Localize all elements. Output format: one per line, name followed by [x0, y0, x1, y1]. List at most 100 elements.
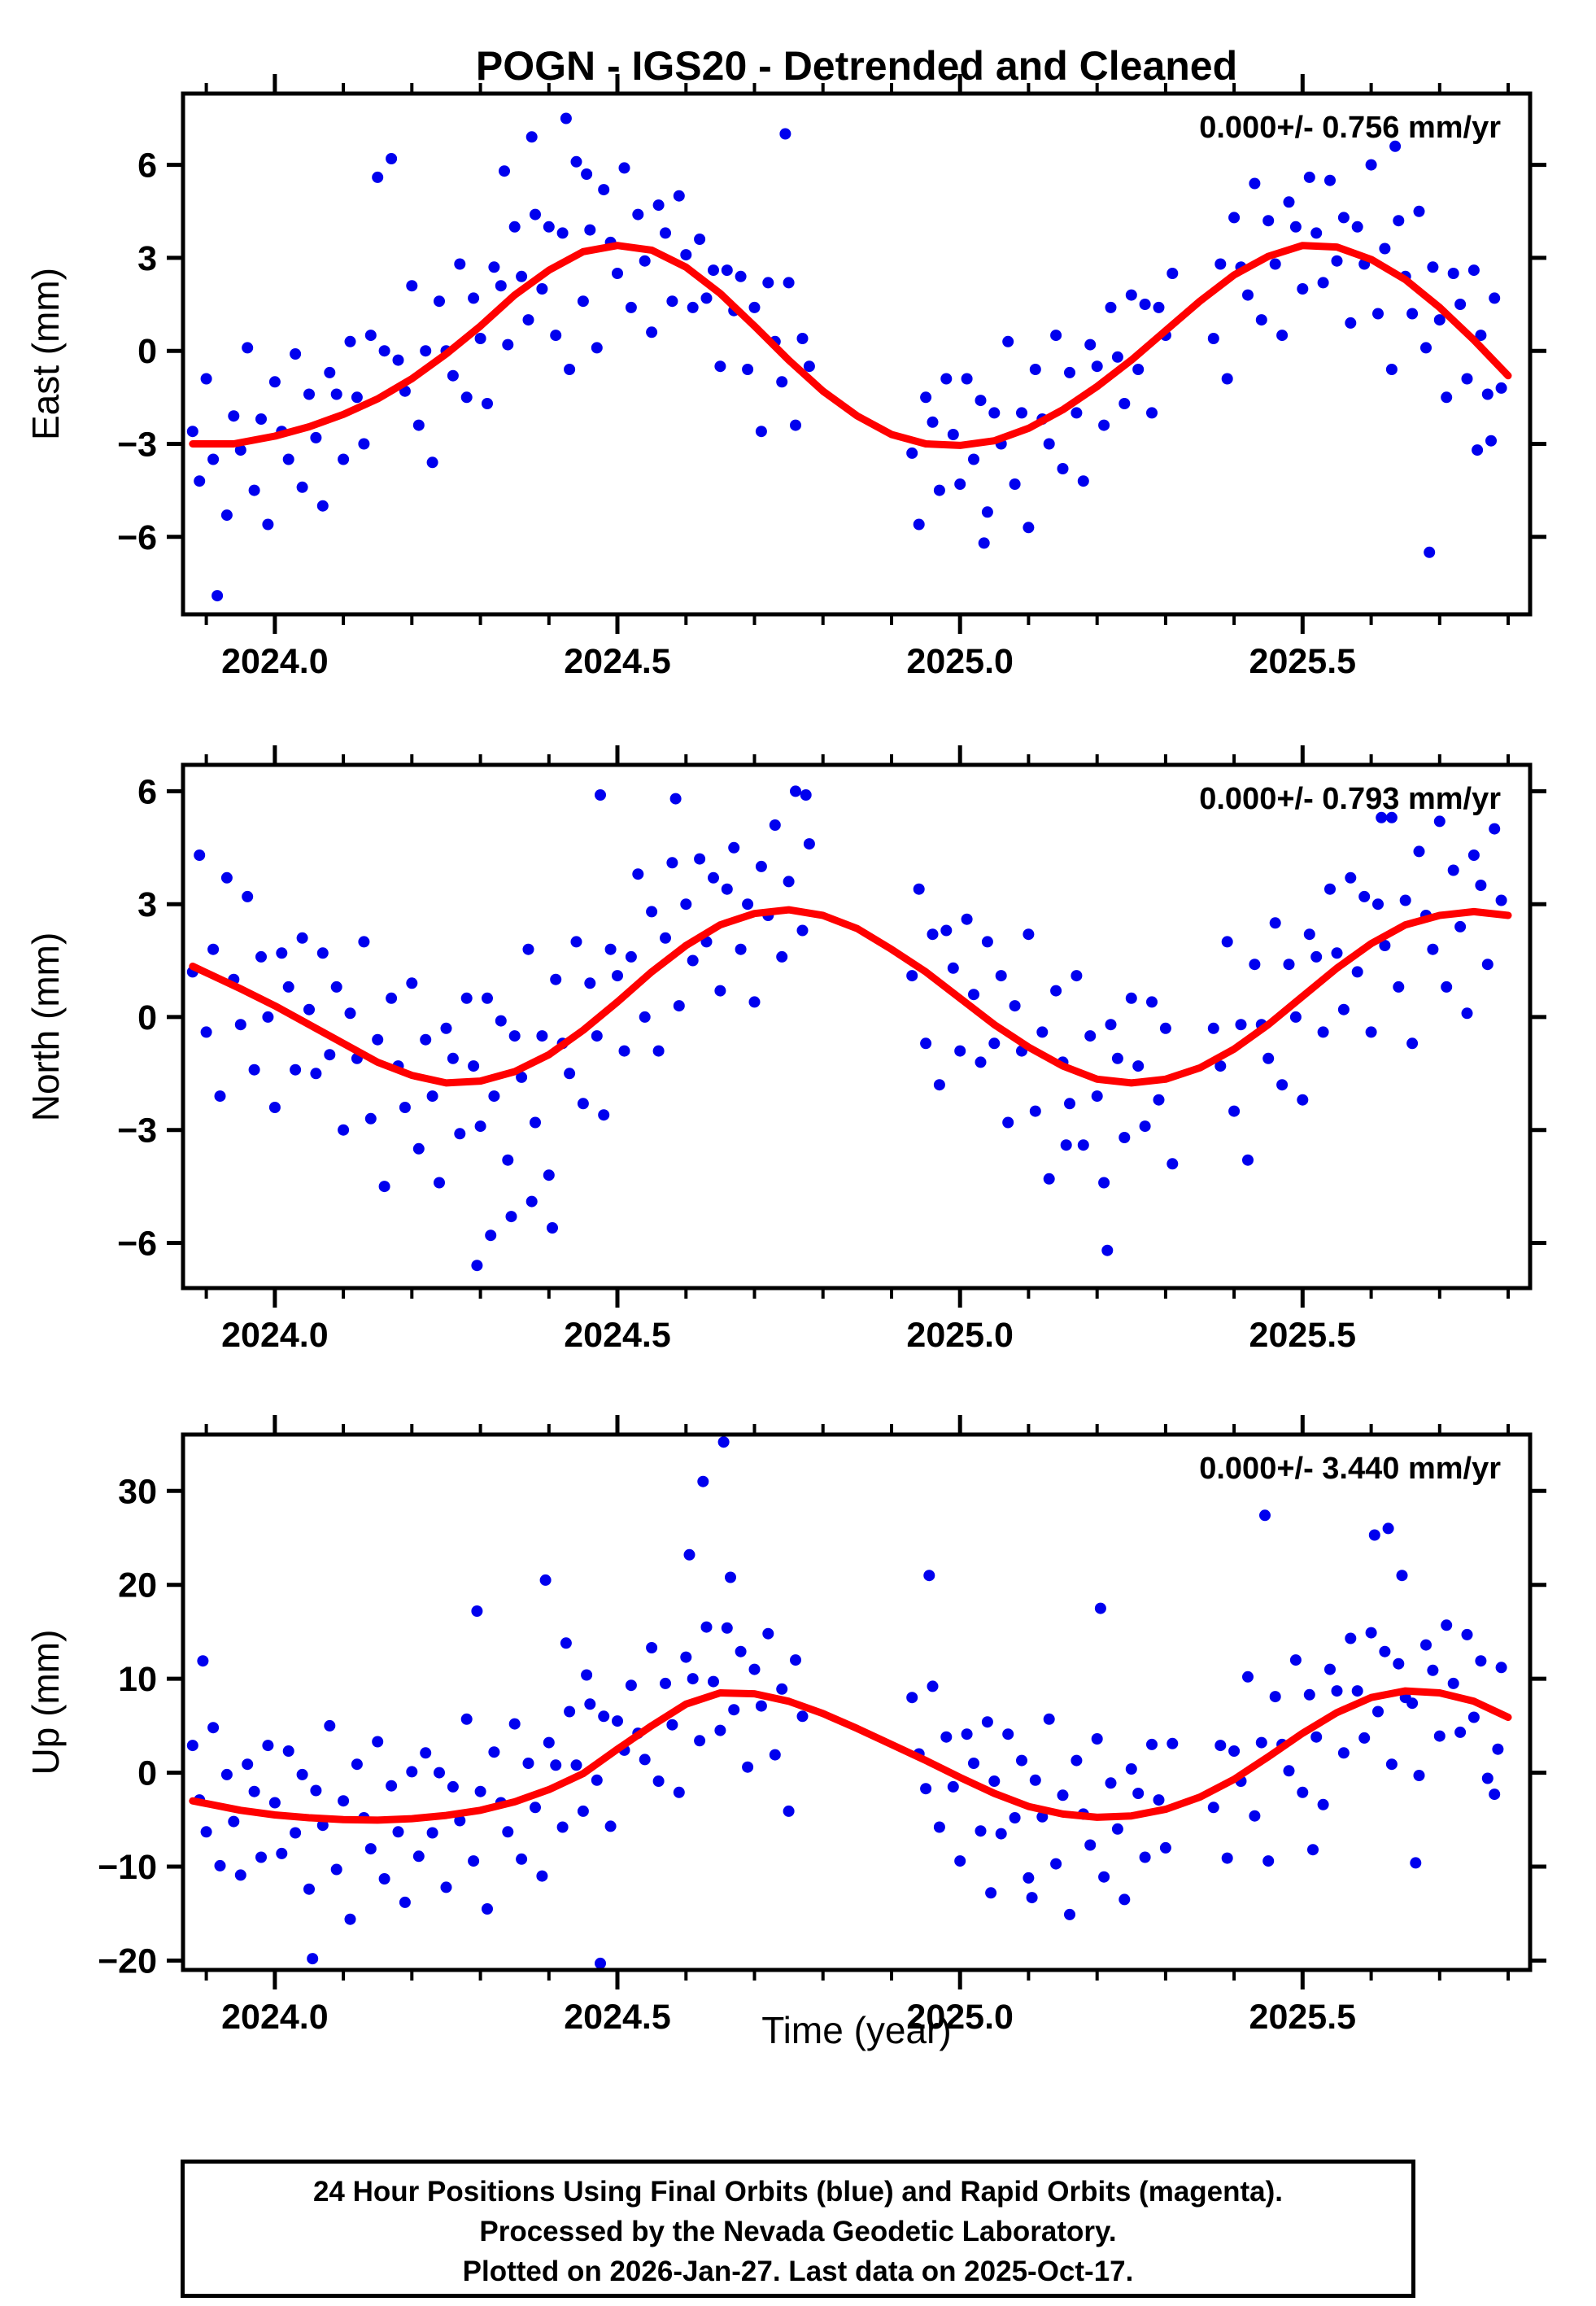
- data-point: [547, 1222, 558, 1234]
- data-point: [1307, 1844, 1319, 1856]
- data-point: [708, 871, 719, 884]
- data-point: [577, 1098, 589, 1110]
- data-point: [1379, 242, 1391, 255]
- data-point: [447, 1052, 459, 1064]
- data-point: [660, 932, 671, 944]
- data-point: [618, 1045, 630, 1057]
- data-point: [207, 1722, 220, 1734]
- data-point: [581, 168, 593, 180]
- data-point: [1317, 1798, 1329, 1810]
- data-point: [420, 1747, 432, 1759]
- data-point: [530, 208, 541, 221]
- data-point: [694, 234, 706, 245]
- y-axis-title-up: Up (mm): [24, 1630, 67, 1775]
- data-point: [669, 793, 682, 805]
- data-point: [426, 456, 438, 469]
- data-point: [310, 1068, 322, 1080]
- data-point: [530, 1802, 541, 1814]
- data-point: [708, 1675, 719, 1688]
- data-point: [505, 1211, 517, 1223]
- data-point: [1105, 301, 1117, 313]
- data-point: [790, 419, 801, 431]
- x-tick-label: 2024.0: [221, 1316, 329, 1355]
- data-point: [1269, 258, 1281, 270]
- data-point: [1125, 992, 1137, 1004]
- data-point: [1410, 1857, 1422, 1869]
- x-tick-label: 2024.5: [564, 1998, 671, 2037]
- data-point: [1009, 1000, 1021, 1012]
- y-tick-label: −20: [98, 1942, 157, 1981]
- data-point: [1016, 1754, 1027, 1767]
- data-point: [927, 928, 939, 941]
- data-point: [296, 1768, 308, 1780]
- data-point: [1060, 1139, 1072, 1151]
- data-point: [803, 838, 815, 850]
- data-point: [595, 1957, 606, 1969]
- y-tick-label: −3: [117, 1112, 157, 1151]
- data-point: [652, 199, 665, 212]
- data-point: [392, 1826, 404, 1838]
- data-point: [1084, 338, 1097, 351]
- data-point: [1447, 1677, 1459, 1689]
- data-point: [1358, 1732, 1371, 1744]
- data-point: [234, 1869, 246, 1881]
- data-point: [242, 342, 254, 354]
- data-point: [1345, 1632, 1357, 1644]
- data-point: [1023, 928, 1035, 941]
- data-point: [1393, 980, 1405, 993]
- data-point: [1337, 1747, 1350, 1759]
- data-point: [906, 970, 918, 982]
- data-point: [714, 1724, 726, 1736]
- data-point: [447, 1780, 459, 1793]
- data-point: [1472, 444, 1484, 456]
- data-point: [262, 518, 274, 531]
- data-point: [406, 977, 418, 989]
- data-point: [474, 333, 486, 344]
- data-point: [344, 1007, 356, 1020]
- data-point: [1050, 330, 1062, 342]
- data-point: [268, 1102, 281, 1113]
- data-point: [556, 227, 569, 239]
- data-point: [485, 1229, 497, 1242]
- data-point: [1337, 212, 1350, 224]
- data-point: [282, 1745, 294, 1757]
- data-point: [522, 1758, 534, 1769]
- data-point: [378, 1873, 390, 1885]
- data-point: [1276, 330, 1289, 342]
- data-point: [1413, 1770, 1425, 1781]
- data-point: [652, 1045, 665, 1057]
- data-point: [316, 500, 329, 512]
- data-point: [268, 376, 281, 388]
- data-point: [604, 1820, 617, 1832]
- data-point: [975, 395, 987, 407]
- data-point: [434, 295, 445, 308]
- data-point: [1396, 1570, 1408, 1582]
- data-point: [1077, 475, 1089, 487]
- data-point: [1146, 407, 1158, 419]
- x-axis-title: Time (year): [761, 2009, 952, 2051]
- data-point: [1317, 277, 1329, 289]
- data-point: [536, 1030, 548, 1042]
- data-point: [508, 221, 521, 233]
- data-point: [1382, 1522, 1394, 1535]
- data-point: [1153, 1794, 1165, 1806]
- footer-line-processed-by: Processed by the Nevada Geodetic Laborat…: [479, 2216, 1117, 2247]
- data-point: [412, 1142, 425, 1155]
- data-point: [1454, 1726, 1467, 1738]
- data-point: [995, 1828, 1007, 1840]
- y-tick-label: 20: [118, 1566, 157, 1605]
- data-point: [1358, 890, 1371, 902]
- data-point: [364, 1843, 377, 1855]
- data-point: [1139, 299, 1151, 310]
- data-point: [228, 1815, 240, 1828]
- data-point: [598, 184, 610, 196]
- data-point: [338, 1795, 350, 1807]
- data-point: [1023, 522, 1035, 534]
- data-point: [947, 429, 959, 440]
- data-point: [748, 301, 761, 313]
- data-point: [1372, 1705, 1384, 1718]
- data-point: [584, 224, 596, 236]
- data-point: [742, 898, 754, 911]
- data-point: [652, 1775, 665, 1787]
